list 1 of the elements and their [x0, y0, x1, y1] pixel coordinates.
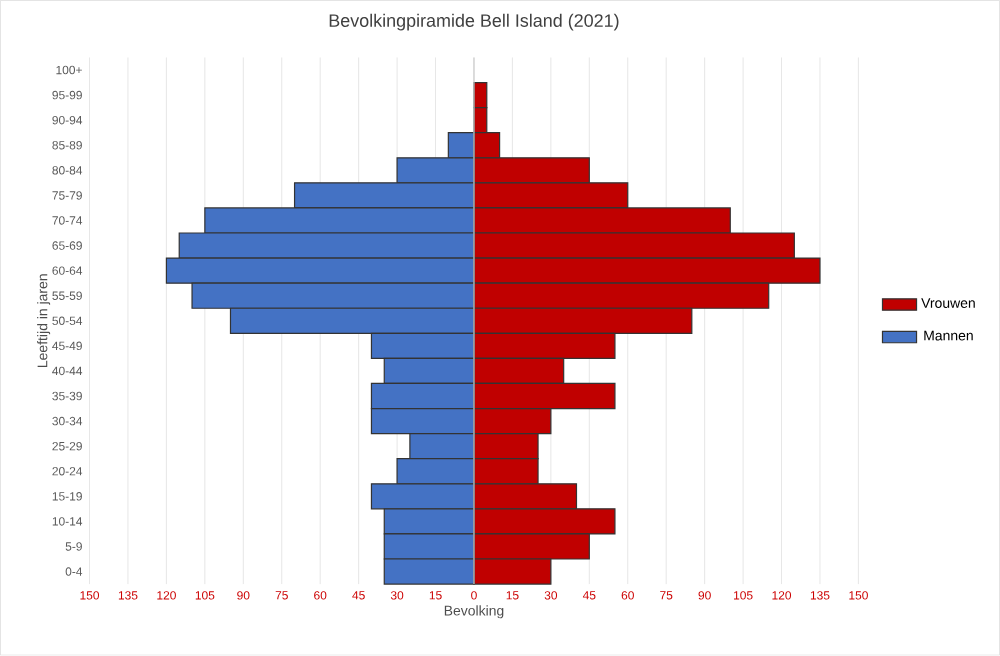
chart-title: Bevolkingpiramide Bell Island (2021)	[329, 13, 619, 31]
